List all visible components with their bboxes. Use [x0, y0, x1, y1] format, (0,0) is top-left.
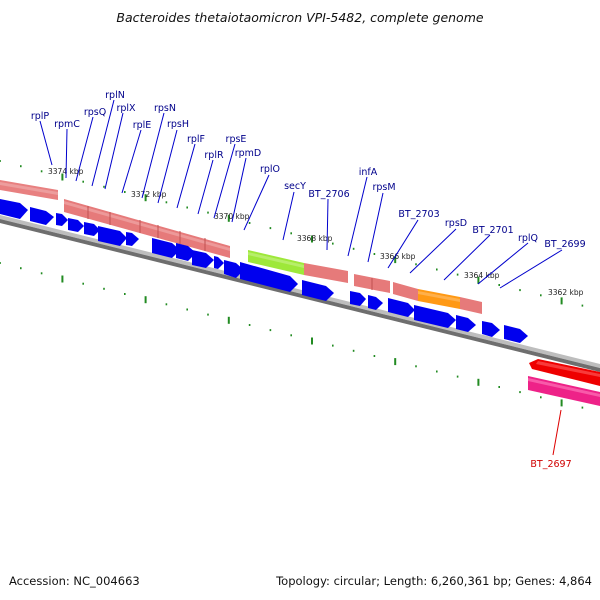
gene-label-infa[interactable]: infA — [359, 167, 378, 178]
gene-arrow[interactable] — [414, 305, 456, 328]
gene-arrow[interactable] — [456, 315, 476, 332]
gene-labels: rplP rpmC rpsQ rplN rplX rplE rpsN rpsH … — [31, 90, 586, 470]
gene-label-rple[interactable]: rplE — [133, 120, 152, 131]
accession-text: Accession: NC_004663 — [9, 574, 140, 588]
gene-arrow[interactable] — [224, 260, 244, 278]
reverse-strand-track — [528, 359, 600, 406]
gene-label-rpsh[interactable]: rpsH — [167, 119, 189, 130]
gene-arrow-track — [0, 199, 528, 343]
cds-bar-track — [0, 180, 482, 314]
genome-summary-text: Topology: circular; Length: 6,260,361 bp… — [276, 574, 592, 588]
cds-bar[interactable] — [460, 297, 482, 314]
gene-arrow[interactable] — [98, 226, 127, 246]
gene-arrow[interactable] — [482, 321, 500, 337]
gene-label-rpmc[interactable]: rpmC — [54, 119, 80, 130]
genome-title: Bacteroides thetaiotaomicron VPI-5482, c… — [116, 10, 483, 25]
gene-arrow[interactable] — [68, 218, 84, 232]
gene-label-bt2697[interactable]: BT_2697 — [530, 459, 571, 470]
gene-arrow[interactable] — [30, 207, 54, 225]
gene-label-rplq[interactable]: rplQ — [518, 233, 538, 244]
gene-label-rpln[interactable]: rplN — [105, 90, 125, 101]
gene-label-rplo[interactable]: rplO — [260, 164, 280, 175]
gene-label-bt2699[interactable]: BT_2699 — [544, 239, 585, 250]
label-leader-lines — [39, 99, 563, 456]
gene-label-secy[interactable]: secY — [284, 181, 306, 192]
tick-rows — [0, 160, 584, 409]
gene-arrow[interactable] — [240, 262, 298, 292]
gene-arrow[interactable] — [176, 243, 196, 261]
gene-arrow[interactable] — [302, 280, 334, 301]
gene-arrow[interactable] — [0, 199, 28, 219]
gene-arrow[interactable] — [388, 298, 415, 317]
kbp-label: 3372 kbp — [131, 190, 167, 199]
cds-bar[interactable] — [304, 263, 348, 283]
gene-label-rplp[interactable]: rplP — [31, 111, 50, 122]
gene-label-bt2701[interactable]: BT_2701 — [472, 225, 513, 236]
gene-label-rpsd[interactable]: rpsD — [445, 218, 467, 229]
kbp-label: 3362 kbp — [548, 288, 584, 297]
cds-bar[interactable] — [393, 282, 418, 301]
genome-backbone — [0, 215, 600, 372]
kbp-label: 3366 kbp — [380, 252, 416, 261]
gene-arrow[interactable] — [56, 213, 68, 226]
gene-label-rpsm[interactable]: rpsM — [372, 182, 395, 193]
gene-arrow[interactable] — [504, 325, 528, 343]
gene-label-rpsq[interactable]: rpsQ — [84, 107, 106, 118]
kbp-label: 3364 kbp — [464, 271, 500, 280]
gene-label-rplr[interactable]: rplR — [204, 150, 224, 161]
gene-arrow[interactable] — [152, 238, 180, 258]
gene-arrow[interactable] — [84, 222, 100, 236]
gene-arrow[interactable] — [126, 232, 139, 246]
gene-label-rpmd[interactable]: rpmD — [235, 148, 262, 159]
gene-arrow[interactable] — [350, 291, 366, 306]
gene-label-rplx[interactable]: rplX — [116, 103, 136, 114]
kbp-label: 3368 kbp — [297, 234, 333, 243]
kbp-label: 3370 kbp — [214, 212, 250, 221]
gene-arrow[interactable] — [192, 250, 214, 268]
gene-label-rpsn[interactable]: rpsN — [154, 103, 176, 114]
gene-label-bt2706[interactable]: BT_2706 — [308, 189, 349, 200]
gene-arrow[interactable] — [214, 256, 224, 269]
gene-label-bt2703[interactable]: BT_2703 — [398, 209, 439, 220]
gene-label-rpse[interactable]: rpsE — [226, 134, 247, 145]
gene-label-rplf[interactable]: rplF — [187, 134, 205, 145]
gene-arrow[interactable] — [368, 295, 383, 310]
